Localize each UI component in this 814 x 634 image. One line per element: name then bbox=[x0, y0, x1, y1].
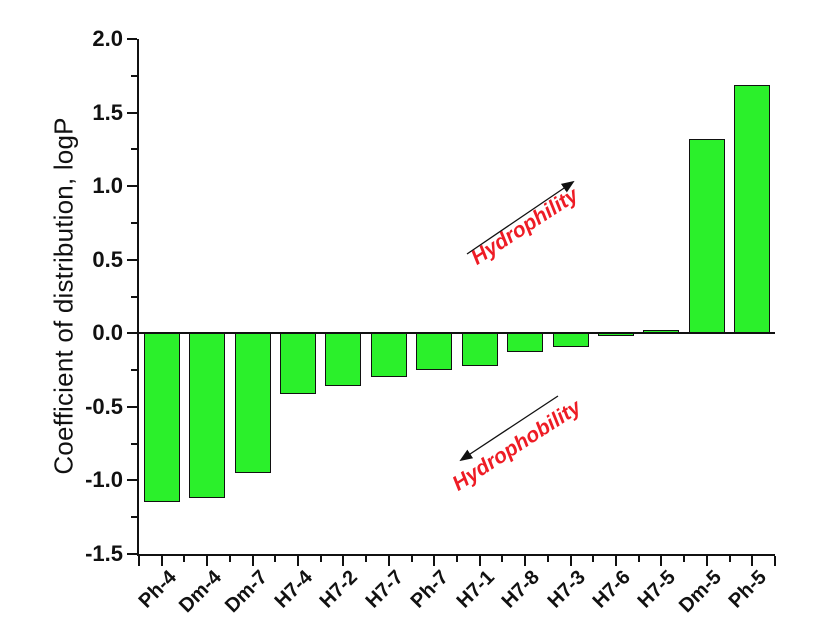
x-minor-tick bbox=[228, 556, 231, 562]
x-axis-line bbox=[137, 554, 775, 556]
x-major-tick bbox=[569, 556, 572, 566]
y-minor-tick bbox=[131, 295, 137, 298]
y-tick-label-1.0: 1.0 bbox=[92, 173, 123, 199]
hydrophility-arrow bbox=[466, 180, 575, 255]
y-major-tick bbox=[127, 332, 137, 335]
x-minor-tick bbox=[728, 556, 731, 562]
bar-H7-1 bbox=[461, 333, 498, 366]
x-tick-label-H7-5: H7-5 bbox=[634, 566, 681, 613]
x-major-tick bbox=[433, 556, 436, 566]
x-tick-label-H7-8: H7-8 bbox=[497, 566, 544, 613]
y-tick-label-2.0: 2.0 bbox=[92, 26, 123, 51]
bar-Ph-5 bbox=[734, 84, 771, 334]
y-minor-tick bbox=[131, 148, 137, 151]
y-minor-tick bbox=[131, 369, 137, 372]
x-major-tick bbox=[524, 556, 527, 566]
x-major-tick bbox=[751, 556, 754, 566]
x-tick-label-H7-3: H7-3 bbox=[543, 566, 590, 613]
zero-baseline bbox=[139, 332, 775, 335]
y-major-tick bbox=[127, 479, 137, 482]
x-minor-tick bbox=[546, 556, 549, 562]
y-major-tick bbox=[127, 258, 137, 261]
x-minor-tick bbox=[274, 556, 277, 562]
y-tick-label-1.5: 1.5 bbox=[92, 99, 123, 125]
bar-H7-7 bbox=[370, 333, 407, 378]
x-tick-label-Ph-5: Ph-5 bbox=[724, 566, 772, 613]
x-minor-tick bbox=[456, 556, 458, 562]
x-tick-label-Ph-4: Ph-4 bbox=[134, 566, 181, 613]
x-tick-label-H7-1: H7-1 bbox=[452, 566, 499, 613]
annotation-arrows bbox=[459, 180, 575, 462]
y-tick-label--0.5: -0.5 bbox=[85, 393, 123, 419]
x-tick-label-H7-2: H7-2 bbox=[316, 566, 363, 613]
bar-H7-2 bbox=[325, 333, 362, 387]
y-minor-tick bbox=[131, 516, 137, 519]
x-end-tick bbox=[774, 556, 776, 566]
y-major-tick bbox=[127, 405, 137, 408]
plot-area: 2.0 1.5 1.0 0.5 0.0 -0.5 -1.0 -1.5 Ph-4 Dm-4 Dm-7… bbox=[85, 26, 776, 617]
x-tick-label-H7-4: H7-4 bbox=[270, 566, 317, 613]
x-major-tick bbox=[251, 556, 254, 566]
x-major-tick bbox=[297, 556, 299, 566]
y-axis-title: Coefficient of distribution, logP bbox=[48, 117, 79, 475]
x-tick-label-H7-7: H7-7 bbox=[361, 566, 408, 613]
x-minor-tick bbox=[410, 556, 413, 562]
x-major-tick bbox=[705, 556, 708, 566]
y-axis-line bbox=[137, 39, 139, 556]
hydrophobility-arrow bbox=[459, 395, 559, 462]
x-tick-label-Dm-4: Dm-4 bbox=[175, 566, 226, 618]
x-tick-label-Dm-5: Dm-5 bbox=[674, 566, 726, 618]
y-tick-label--1.0: -1.0 bbox=[85, 467, 123, 493]
x-minor-tick bbox=[501, 556, 504, 562]
bar-Ph-7 bbox=[416, 333, 453, 371]
y-minor-tick bbox=[131, 221, 137, 224]
x-end-tick bbox=[138, 556, 140, 566]
x-major-tick bbox=[160, 556, 163, 566]
x-minor-tick bbox=[365, 556, 368, 562]
y-major-tick bbox=[127, 185, 137, 188]
x-major-tick bbox=[206, 556, 209, 566]
bar-Dm-4 bbox=[189, 333, 226, 499]
x-major-tick bbox=[660, 556, 663, 566]
x-tick-label-Dm-7: Dm-7 bbox=[220, 566, 272, 618]
y-major-tick bbox=[127, 111, 137, 114]
x-major-tick bbox=[478, 556, 481, 566]
bar-Dm-5 bbox=[688, 139, 725, 334]
x-minor-tick bbox=[683, 556, 686, 562]
x-minor-tick bbox=[319, 556, 322, 562]
x-major-tick bbox=[615, 556, 617, 566]
x-tick-label-H7-6: H7-6 bbox=[588, 566, 635, 613]
bar-Ph-4 bbox=[143, 333, 180, 503]
x-major-tick bbox=[342, 556, 345, 566]
x-minor-tick bbox=[592, 556, 595, 562]
x-minor-tick bbox=[183, 556, 186, 562]
y-minor-tick bbox=[131, 74, 137, 77]
x-major-tick bbox=[387, 556, 390, 566]
y-tick-label--1.5: -1.5 bbox=[85, 541, 123, 566]
x-minor-tick bbox=[637, 556, 640, 562]
y-tick-label-0.5: 0.5 bbox=[92, 246, 123, 272]
y-tick-label-0.0: 0.0 bbox=[92, 320, 123, 346]
y-major-tick bbox=[127, 553, 137, 555]
x-tick-label-Ph-7: Ph-7 bbox=[406, 566, 454, 613]
y-minor-tick bbox=[131, 442, 137, 445]
bar-H7-4 bbox=[280, 333, 316, 394]
y-major-tick bbox=[127, 38, 137, 40]
